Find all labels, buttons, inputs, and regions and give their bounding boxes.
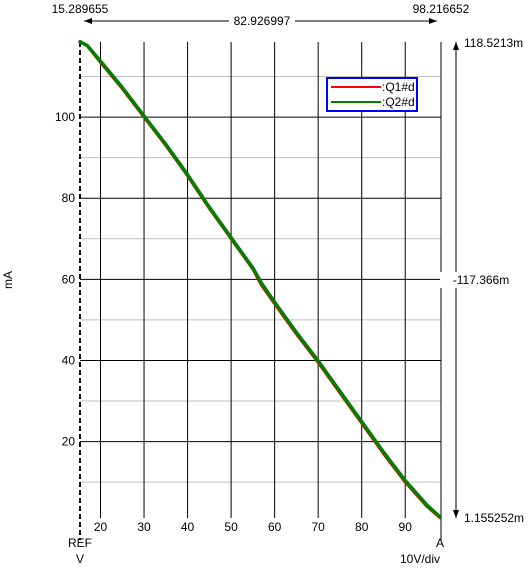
x-tick-label: 50 [224, 520, 238, 534]
y-tick-label: 20 [62, 435, 76, 449]
x-delta-arrowhead-left [84, 18, 92, 24]
y-cursor-top-value: 118.5213m [464, 36, 523, 50]
x-cursor-a-value: 98.216652 [413, 2, 470, 16]
y-cursor-bottom-value: 1.155252m [464, 511, 524, 525]
legend-label-q1: :Q1#d [382, 80, 415, 94]
y-delta-arrowhead-top [453, 42, 459, 50]
x-delta-arrowhead-right [429, 18, 437, 24]
ref-label: REF [68, 536, 92, 550]
x-cursor-ref-value: 15.289655 [52, 2, 109, 16]
legend: :Q1#d :Q2#d [326, 77, 418, 112]
y-tick-label: 40 [62, 353, 76, 367]
y-delta-arrowhead-bottom [453, 510, 459, 518]
y-tick-label: 60 [62, 272, 76, 286]
x-axis-label: V [76, 552, 84, 566]
x-cursor-delta-value: 82.926997 [234, 14, 291, 28]
legend-box [326, 77, 418, 112]
x-tick-label: 80 [355, 520, 369, 534]
series-line-q2 [78, 39, 442, 519]
grid: 20 40 60 80 100 20 30 40 50 60 70 80 90 [55, 42, 441, 534]
x-tick-label: 90 [399, 520, 413, 534]
x-tick-label: 20 [94, 520, 108, 534]
x-tick-label: 60 [268, 520, 282, 534]
y-cursor-delta-bg [440, 272, 522, 288]
x-scale-label: 10V/div [400, 552, 440, 566]
x-tick-label: 30 [137, 520, 151, 534]
y-axis-label: mA [1, 271, 15, 289]
y-tick-label: 100 [55, 110, 75, 124]
series-group [78, 39, 442, 520]
y-tick-label: 80 [62, 191, 76, 205]
legend-label-q2: :Q2#d [382, 95, 415, 109]
x-tick-label: 40 [181, 520, 195, 534]
x-cursor-delta-bg [229, 14, 295, 28]
a-label: A [436, 536, 444, 550]
x-tick-label: 70 [311, 520, 325, 534]
y-cursor-delta-value: -117.366m [453, 273, 509, 287]
